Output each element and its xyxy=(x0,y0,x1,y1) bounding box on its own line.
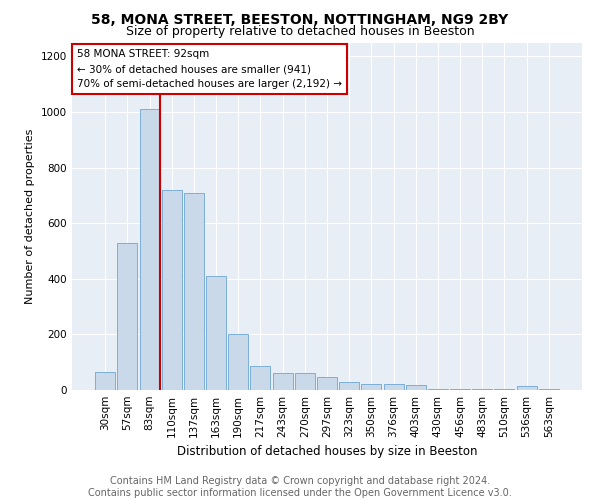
Bar xyxy=(317,378,337,390)
Bar xyxy=(140,109,160,390)
Text: 58 MONA STREET: 92sqm
← 30% of detached houses are smaller (941)
70% of semi-det: 58 MONA STREET: 92sqm ← 30% of detached … xyxy=(77,50,342,89)
Bar xyxy=(250,366,271,390)
Bar xyxy=(428,388,448,390)
Bar xyxy=(406,385,426,390)
Text: Contains HM Land Registry data © Crown copyright and database right 2024.
Contai: Contains HM Land Registry data © Crown c… xyxy=(88,476,512,498)
Text: Size of property relative to detached houses in Beeston: Size of property relative to detached ho… xyxy=(125,25,475,38)
Bar xyxy=(118,242,137,390)
Bar xyxy=(95,372,115,390)
Bar xyxy=(162,190,182,390)
Bar xyxy=(472,388,492,390)
Bar xyxy=(517,386,536,390)
Bar xyxy=(272,373,293,390)
Bar xyxy=(494,388,514,390)
Bar xyxy=(206,276,226,390)
Bar xyxy=(383,384,404,390)
Bar xyxy=(361,384,382,390)
Y-axis label: Number of detached properties: Number of detached properties xyxy=(25,128,35,304)
Text: 58, MONA STREET, BEESTON, NOTTINGHAM, NG9 2BY: 58, MONA STREET, BEESTON, NOTTINGHAM, NG… xyxy=(91,12,509,26)
Bar xyxy=(295,373,315,390)
Bar xyxy=(539,388,559,390)
Bar xyxy=(184,192,204,390)
Bar xyxy=(450,388,470,390)
X-axis label: Distribution of detached houses by size in Beeston: Distribution of detached houses by size … xyxy=(177,446,477,458)
Bar xyxy=(228,334,248,390)
Bar xyxy=(339,382,359,390)
